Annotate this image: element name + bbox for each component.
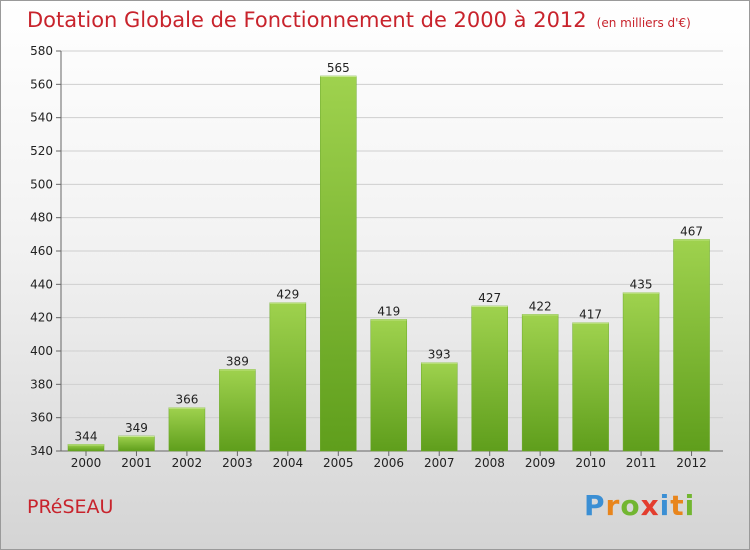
data-label-2002: 366 bbox=[175, 393, 198, 407]
data-label-2006: 419 bbox=[377, 304, 400, 318]
y-tick-label: 520 bbox=[30, 144, 53, 158]
x-tick-label-2010: 2010 bbox=[575, 456, 606, 470]
data-label-2004: 429 bbox=[276, 288, 299, 302]
x-tick-label-2008: 2008 bbox=[474, 456, 505, 470]
logo-letter: x bbox=[640, 489, 660, 522]
bar-2006 bbox=[370, 319, 408, 452]
x-tick-label-2009: 2009 bbox=[525, 456, 556, 470]
data-label-2011: 435 bbox=[630, 278, 653, 292]
y-tick-label: 440 bbox=[30, 277, 53, 291]
bar-2001 bbox=[118, 435, 155, 452]
logo-letter: i bbox=[659, 489, 671, 522]
chart-subtitle: (en milliers d'€) bbox=[596, 16, 691, 30]
data-label-2003: 389 bbox=[226, 354, 249, 368]
data-label-2007: 393 bbox=[428, 348, 451, 362]
data-labels: 344 349 366 389 429 565 419 393 427 422 417 435 467 bbox=[75, 61, 703, 443]
y-tick-label: 560 bbox=[30, 77, 53, 91]
x-tick-label-2003: 2003 bbox=[222, 456, 253, 470]
data-label-2010: 417 bbox=[579, 308, 602, 322]
bar-2012 bbox=[673, 239, 710, 452]
logo-letter: r bbox=[605, 489, 621, 522]
y-tick-label: 500 bbox=[30, 177, 53, 191]
y-tick-label: 380 bbox=[30, 377, 53, 391]
y-tick-label: 460 bbox=[30, 244, 53, 258]
bar-2008 bbox=[471, 305, 508, 452]
bars bbox=[67, 75, 710, 452]
chart-title-text: Dotation Globale de Fonctionnement de 20… bbox=[27, 8, 587, 32]
y-tick-label: 360 bbox=[30, 411, 53, 425]
y-tick-label: 420 bbox=[30, 311, 53, 325]
bar-2011 bbox=[622, 292, 660, 452]
bar-2009 bbox=[521, 314, 559, 452]
logo-letter: P bbox=[584, 489, 606, 522]
data-label-2001: 349 bbox=[125, 421, 148, 435]
logo-letter: o bbox=[620, 489, 641, 522]
bar-2004 bbox=[269, 302, 307, 452]
y-tick-label: 540 bbox=[30, 111, 53, 125]
y-tick-label: 400 bbox=[30, 344, 53, 358]
y-tick-label: 340 bbox=[30, 444, 53, 458]
x-tick-label-2001: 2001 bbox=[121, 456, 152, 470]
logo-letter: i bbox=[684, 489, 696, 522]
x-tick-label-2004: 2004 bbox=[273, 456, 304, 470]
x-tick-label-2000: 2000 bbox=[71, 456, 102, 470]
place-name: PRéSEAU bbox=[27, 496, 114, 518]
data-label-2000: 344 bbox=[75, 429, 98, 443]
bar-2005 bbox=[320, 75, 357, 452]
logo-letter: t bbox=[670, 489, 685, 522]
data-label-2005: 565 bbox=[327, 61, 350, 75]
x-tick-label-2002: 2002 bbox=[172, 456, 203, 470]
y-tick-label: 580 bbox=[30, 44, 53, 58]
data-label-2009: 422 bbox=[529, 299, 552, 313]
x-tick-label-2006: 2006 bbox=[373, 456, 404, 470]
x-tick-label-2012: 2012 bbox=[676, 456, 707, 470]
y-tick-label: 480 bbox=[30, 211, 53, 225]
bar-2003 bbox=[219, 369, 256, 452]
chart-title: Dotation Globale de Fonctionnement de 20… bbox=[27, 8, 691, 32]
x-tick-label-2005: 2005 bbox=[323, 456, 354, 470]
data-label-2008: 427 bbox=[478, 291, 501, 305]
proxiti-logo[interactable]: Proxiti bbox=[584, 489, 695, 522]
data-label-2012: 467 bbox=[680, 224, 703, 238]
bar-2010 bbox=[572, 322, 609, 452]
axes: 340 360 380 400 420 440 460 480 500 520 540 560 580 2… bbox=[30, 44, 723, 470]
bar-2007 bbox=[420, 362, 458, 452]
bar-2002 bbox=[168, 407, 206, 452]
x-tick-label-2011: 2011 bbox=[626, 456, 657, 470]
x-tick-label-2007: 2007 bbox=[424, 456, 455, 470]
